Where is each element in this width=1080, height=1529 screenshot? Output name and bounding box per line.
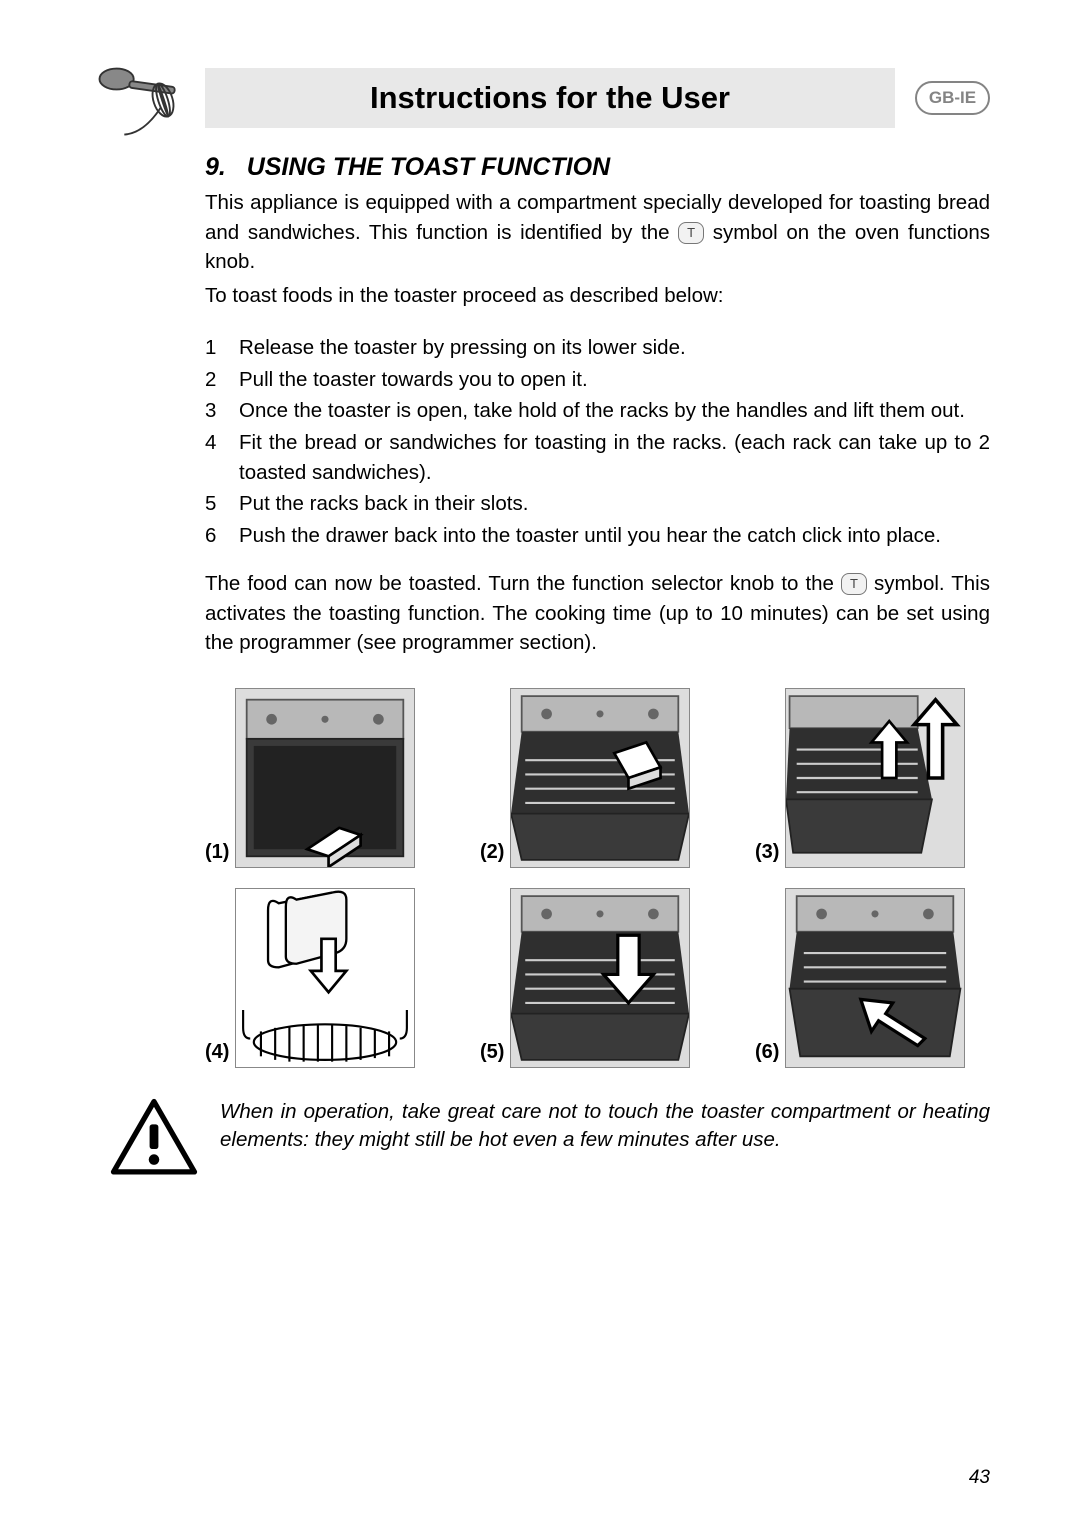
outro-text-a: The food can now be toasted. Turn the fu…: [205, 572, 841, 595]
figure-cell-6: (6): [755, 888, 990, 1068]
page-title: Instructions for the User: [205, 68, 895, 128]
toast-symbol-icon: T: [841, 573, 867, 595]
step-number: 2: [205, 365, 239, 395]
figure-grid: (1) (2): [205, 688, 990, 1068]
step-text: Fit the bread or sandwiches for toasting…: [239, 428, 990, 487]
step-text: Once the toaster is open, take hold of t…: [239, 396, 990, 426]
outro-paragraph: The food can now be toasted. Turn the fu…: [205, 569, 990, 658]
toast-symbol-icon: T: [678, 222, 704, 244]
step-item: 6Push the drawer back into the toaster u…: [205, 521, 990, 551]
figure-5-image: [510, 888, 690, 1068]
warning-text: When in operation, take great care not t…: [220, 1098, 990, 1155]
step-item: 2Pull the toaster towards you to open it…: [205, 365, 990, 395]
figure-4-image: [235, 888, 415, 1068]
section-title-text: USING THE TOAST FUNCTION: [247, 153, 610, 181]
figure-cell-5: (5): [480, 888, 715, 1068]
content-area: 9. USING THE TOAST FUNCTION This applian…: [205, 153, 990, 1176]
warning-block: When in operation, take great care not t…: [90, 1098, 990, 1176]
step-text: Release the toaster by pressing on its l…: [239, 333, 990, 363]
step-item: 1Release the toaster by pressing on its …: [205, 333, 990, 363]
figure-label: (4): [205, 1041, 229, 1068]
page-number: 43: [969, 1467, 990, 1489]
step-text: Put the racks back in their slots.: [239, 489, 990, 519]
warning-icon: [110, 1098, 198, 1176]
intro-paragraph-1: This appliance is equipped with a compar…: [205, 188, 990, 277]
page-header: Instructions for the User GB-IE: [90, 60, 990, 135]
spoon-whisk-icon: [90, 60, 185, 135]
intro-paragraph-2: To toast foods in the toaster proceed as…: [205, 281, 990, 311]
step-number: 5: [205, 489, 239, 519]
figure-cell-3: (3): [755, 688, 990, 868]
section-number: 9.: [205, 153, 226, 181]
step-number: 3: [205, 396, 239, 426]
figure-1-image: [235, 688, 415, 868]
figure-cell-4: (4): [205, 888, 440, 1068]
figure-3-image: [785, 688, 965, 868]
step-text: Push the drawer back into the toaster un…: [239, 521, 990, 551]
step-number: 6: [205, 521, 239, 551]
step-text: Pull the toaster towards you to open it.: [239, 365, 990, 395]
section-heading: 9. USING THE TOAST FUNCTION: [205, 153, 990, 182]
figure-6-image: [785, 888, 965, 1068]
figure-label: (5): [480, 1041, 504, 1068]
step-item: 4Fit the bread or sandwiches for toastin…: [205, 428, 990, 487]
step-number: 4: [205, 428, 239, 487]
step-item: 5Put the racks back in their slots.: [205, 489, 990, 519]
language-badge: GB-IE: [915, 81, 990, 115]
figure-2-image: [510, 688, 690, 868]
steps-list: 1Release the toaster by pressing on its …: [205, 333, 990, 551]
figure-label: (6): [755, 1041, 779, 1068]
figure-label: (2): [480, 841, 504, 868]
step-number: 1: [205, 333, 239, 363]
step-item: 3Once the toaster is open, take hold of …: [205, 396, 990, 426]
figure-cell-1: (1): [205, 688, 440, 868]
figure-label: (1): [205, 841, 229, 868]
figure-label: (3): [755, 841, 779, 868]
figure-cell-2: (2): [480, 688, 715, 868]
